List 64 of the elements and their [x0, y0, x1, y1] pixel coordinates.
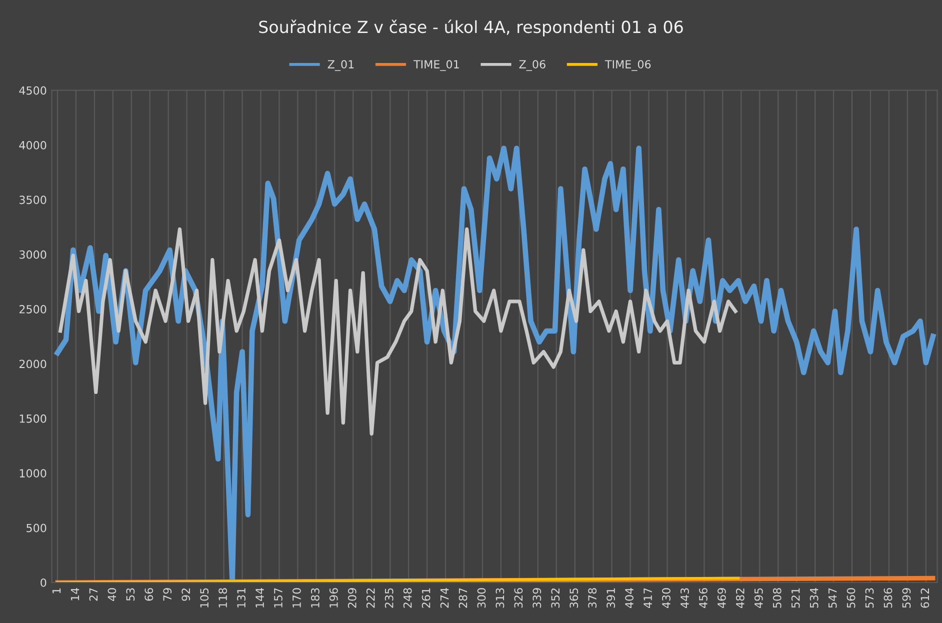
x-tick-label: 170	[292, 588, 301, 608]
x-tick-label: 352	[551, 588, 560, 608]
x-tick-label: 144	[256, 588, 264, 608]
x-tick-label: 287	[458, 588, 468, 608]
x-tick-label: 326	[514, 588, 523, 608]
x-tick-label: 469	[717, 588, 726, 608]
x-tick-label: 274	[440, 588, 449, 608]
x-tick-label: 560	[846, 588, 856, 608]
x-tick-label: 417	[644, 588, 652, 608]
x-tick-label: 495	[754, 588, 763, 608]
x-tick-label: 612	[920, 588, 930, 608]
legend-label: TIME_06	[604, 60, 651, 71]
x-tick-label: 261	[422, 588, 430, 608]
x-tick-label: 27	[89, 588, 98, 601]
x-tick-label: 105	[200, 588, 209, 608]
x-tick-label: 79	[163, 588, 172, 601]
x-tick-label: 404	[625, 588, 634, 608]
x-tick-label: 14	[70, 588, 80, 600]
x-tick-label: 183	[310, 588, 320, 608]
x-tick-label: 157	[274, 588, 282, 608]
x-tick-label: 235	[384, 588, 394, 608]
x-tick-label: 521	[791, 588, 800, 608]
x-tick-label: 40	[108, 588, 116, 601]
x-tick-label: 131	[237, 588, 246, 608]
x-tick-label: 196	[329, 588, 338, 608]
y-tick-label: 3000	[20, 250, 46, 259]
chart-title: Souřadnice Z v čase - úkol 4A, respondenti 01 a 06	[259, 20, 683, 36]
x-tick-label: 378	[588, 588, 597, 608]
x-tick-label: 482	[736, 588, 744, 608]
y-tick-label: 2500	[19, 305, 46, 314]
x-tick-label: 300	[477, 588, 486, 608]
x-tick-label: 313	[496, 588, 504, 608]
x-tick-label: 53	[126, 588, 135, 601]
x-tick-label: 586	[884, 588, 892, 608]
y-tick-label: 3500	[20, 196, 46, 204]
x-tick-label: 209	[348, 588, 356, 608]
x-tick-label: 248	[403, 588, 412, 608]
x-tick-label: 365	[570, 588, 578, 608]
y-tick-label: 1500	[20, 414, 46, 423]
x-tick-label: 547	[828, 588, 837, 608]
x-tick-label: 599	[902, 588, 911, 608]
y-tick-label: 1000	[20, 469, 46, 478]
legend-label: Z_06	[519, 60, 546, 71]
x-tick-label: 118	[218, 588, 228, 608]
y-tick-label: 2000	[19, 360, 46, 368]
x-tick-label: 1	[52, 588, 61, 594]
x-tick-label: 573	[865, 588, 874, 608]
y-tick-label: 0	[40, 578, 46, 587]
x-tick-label: 339	[532, 588, 542, 608]
legend-label: Z_01	[328, 60, 354, 71]
x-tick-label: 391	[606, 588, 616, 608]
line-series	[58, 227, 738, 436]
x-tick-label: 222	[366, 588, 375, 608]
x-tick-label: 534	[810, 588, 818, 608]
x-tick-label: 66	[144, 588, 154, 601]
y-tick-label: 4000	[19, 140, 46, 150]
x-tick-label: 456	[699, 588, 708, 608]
y-tick-label: 500	[26, 524, 46, 532]
y-tick-label: 4500	[19, 86, 46, 95]
x-tick-label: 430	[662, 588, 670, 608]
x-tick-label: 508	[772, 588, 782, 608]
x-tick-label: 92	[182, 588, 190, 601]
legend-label: TIME_01	[413, 60, 459, 71]
x-tick-label: 443	[680, 588, 689, 608]
